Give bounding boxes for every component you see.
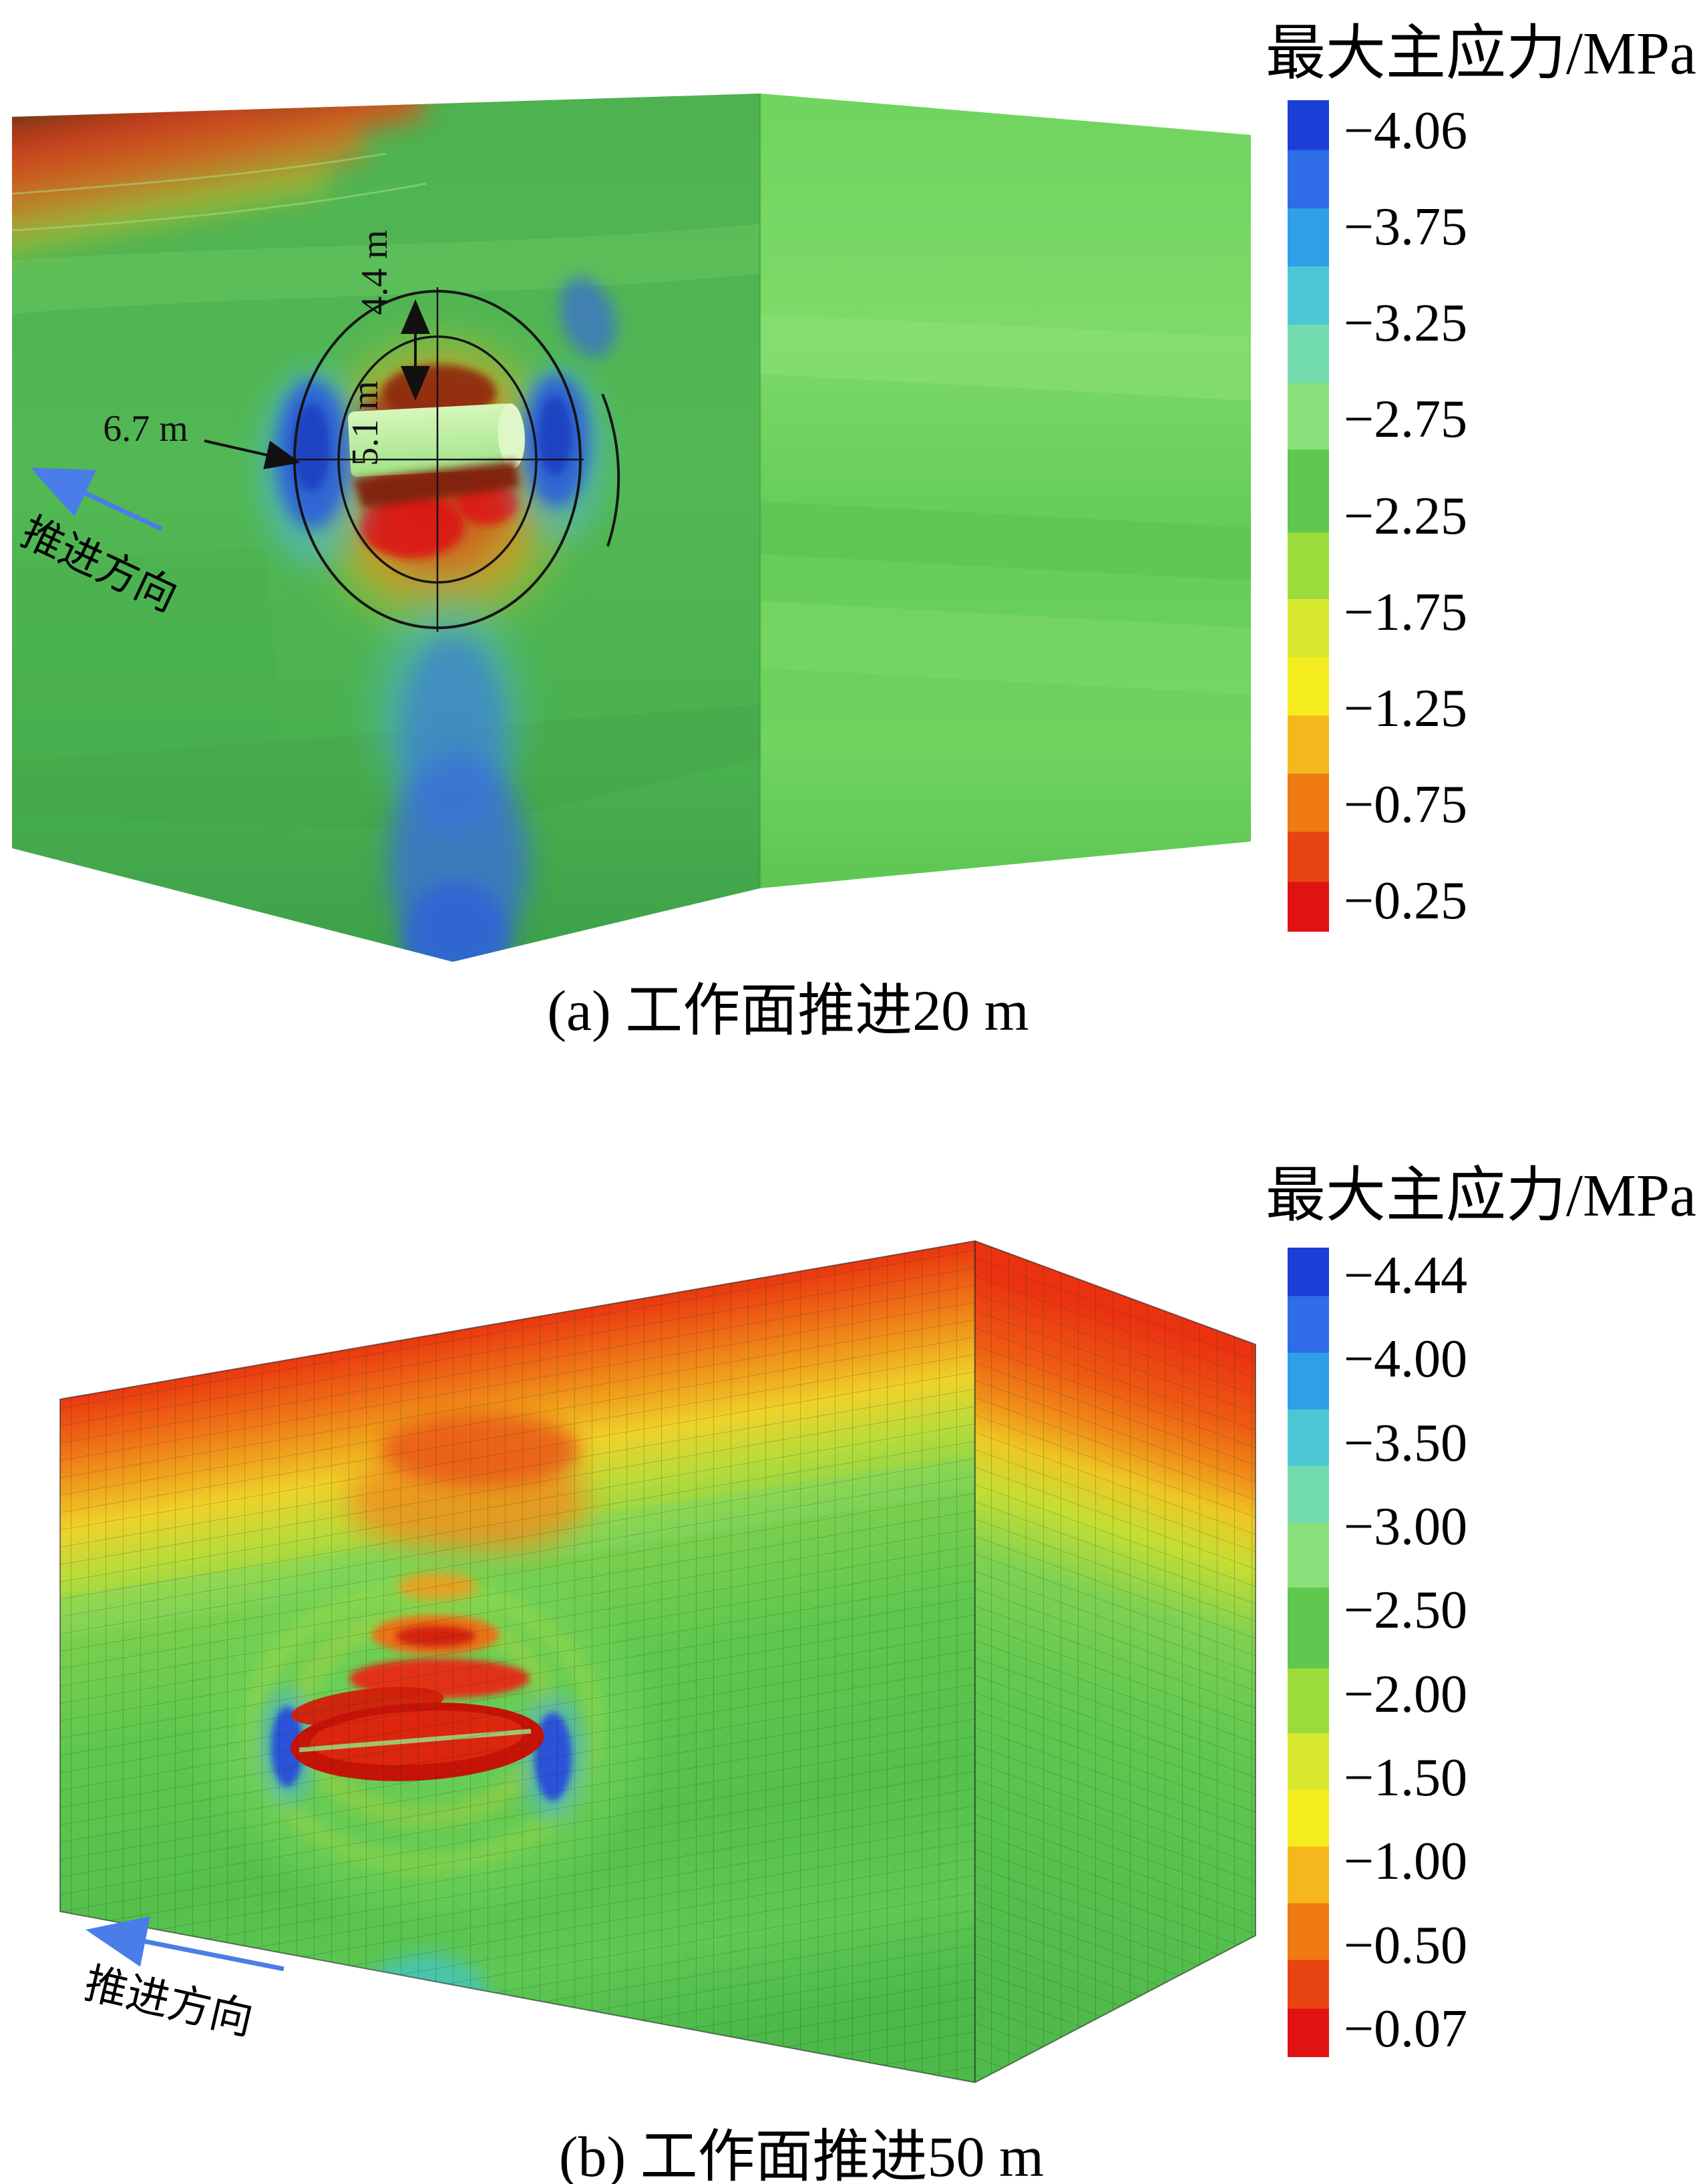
colorbar-tick: −3.25 xyxy=(1344,294,1468,353)
colorbar-title-b: 最大主应力/MPa xyxy=(1265,1163,1696,1229)
mesh-right xyxy=(975,1241,1256,2082)
colorbar-a xyxy=(1288,100,1329,932)
colorbar-tick: −1.25 xyxy=(1344,679,1468,738)
colorbar-tick: −0.50 xyxy=(1344,1916,1468,1975)
colorbar-tick: −1.00 xyxy=(1344,1832,1468,1891)
colorbar-tick: −2.00 xyxy=(1344,1664,1468,1724)
right-face-contours xyxy=(760,314,1251,695)
colorbar-tick: −2.50 xyxy=(1344,1581,1468,1640)
floor-relief-plume xyxy=(374,594,528,962)
caption-a: (a) 工作面推进20 m xyxy=(547,978,1029,1043)
caption-b: (b) 工作面推进50 m xyxy=(558,2125,1045,2184)
dim-arrow-6-7 xyxy=(204,439,301,470)
colorbar-ticks-b: −4.44 −4.00 −3.50 −3.00 −2.50 −2.00 −1.5… xyxy=(1344,1248,1467,2057)
roadway-section-outline xyxy=(293,287,620,632)
colorbar-tick: −4.06 xyxy=(1344,102,1468,160)
dim-label-6-7: 6.7 m xyxy=(103,408,188,449)
colorbar-tick: −0.07 xyxy=(1344,1999,1468,2058)
block-edges xyxy=(59,1240,1256,2084)
colorbar-tick: −3.75 xyxy=(1344,198,1468,257)
stress-contour-a: 4.4 m 5.1 m 6.7 m 推进方向 xyxy=(12,94,1251,962)
advance-arrow xyxy=(30,468,163,532)
left-relief-zone xyxy=(257,367,371,568)
mesh-left xyxy=(60,1241,975,2082)
colorbar-tick: −3.00 xyxy=(1344,1497,1468,1556)
colorbar-tick: −0.75 xyxy=(1344,775,1468,834)
advance-arrow xyxy=(85,1916,284,1972)
colorbar-tick: −1.75 xyxy=(1344,582,1468,642)
dim-label-4-4: 4.4 m xyxy=(354,230,395,315)
colorbar-b xyxy=(1288,1248,1329,2057)
model-right-face xyxy=(760,94,1251,888)
stress-contour-b: 推进方向 xyxy=(59,1240,1256,2084)
right-relief-zone xyxy=(508,364,608,544)
colorbar-tick: −2.75 xyxy=(1344,390,1468,449)
advance-direction-b: 推进方向 xyxy=(80,1916,284,2044)
advance-direction-label: 推进方向 xyxy=(80,1960,257,2044)
colorbar-tick: −2.25 xyxy=(1344,486,1468,546)
dimension-annotations: 4.4 m 5.1 m 6.7 m xyxy=(103,230,430,470)
dim-label-5-1: 5.1 m xyxy=(345,381,386,466)
colorbar-ticks-a: −4.06 −3.75 −3.25 −2.75 −2.25 −1.75 −1.2… xyxy=(1344,100,1467,932)
colorbar-title-a: 最大主应力/MPa xyxy=(1265,21,1696,87)
colorbar-tick: −1.50 xyxy=(1344,1748,1468,1807)
colorbar-tick: −4.00 xyxy=(1344,1330,1468,1389)
colorbar-tick: −3.50 xyxy=(1344,1413,1468,1473)
colorbar-tick: −4.44 xyxy=(1344,1246,1468,1305)
colorbar-tick: −0.25 xyxy=(1344,872,1468,930)
left-face-contours xyxy=(12,94,760,962)
roadway-cylinder xyxy=(348,403,525,509)
